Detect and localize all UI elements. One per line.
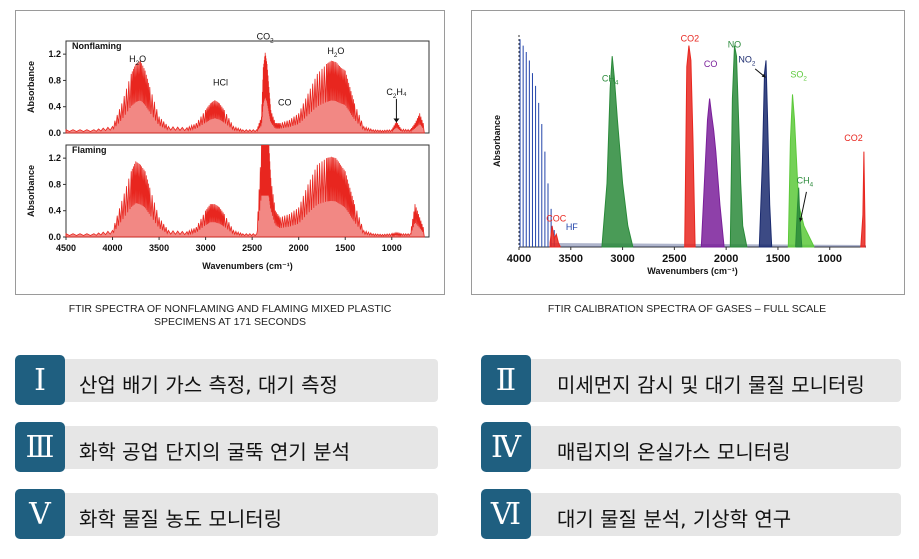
gas-spectrum-coc <box>549 225 561 248</box>
x-tick-label: 4000 <box>507 253 531 265</box>
application-label: 화학 공업 단지의 굴뚝 연기 분석 <box>79 440 350 464</box>
gas-label: NO <box>728 40 742 50</box>
peak-annotation: HCl <box>213 78 228 88</box>
application-label: 매립지의 온실가스 모니터링 <box>557 440 791 464</box>
gas-spectrum-no <box>729 45 748 248</box>
left-caption-line1: FTIR SPECTRA OF NONFLAMING AND FLAMING M… <box>68 303 392 315</box>
application-bar <box>501 426 901 469</box>
application-bar <box>501 493 901 536</box>
y-axis-label: Absorbance <box>26 165 36 217</box>
left-chart-caption: FTIR SPECTRA OF NONFLAMING AND FLAMING M… <box>40 303 420 329</box>
x-tick-label: 2500 <box>662 253 686 265</box>
gas-label: COC <box>546 214 567 224</box>
application-label: 산업 배기 가스 측정, 대기 측정 <box>79 373 338 397</box>
x-tick-label: 1000 <box>382 243 402 253</box>
peak-annotation: H2O <box>129 54 146 67</box>
roman-numeral-badge: Ⅱ <box>481 355 531 405</box>
panel-label: Flaming <box>72 145 107 155</box>
x-tick-label: 2000 <box>289 243 309 253</box>
gas-label: CH4 <box>602 74 619 87</box>
right-chart-panel: Absorbance 4000 3500 3000 2500 2000 1500 1000 Wa… <box>471 10 905 295</box>
right-caption-line: FTIR CALIBRATION SPECTRA OF GASES – FULL… <box>547 303 827 315</box>
gas-label: CO2 <box>844 133 863 143</box>
gas-label: HF <box>566 222 578 232</box>
gas-spectrum-co2 <box>860 151 866 248</box>
application-item-5: Ⅴ 화학 물질 농도 모니터링 <box>15 489 438 539</box>
x-tick-label: 3000 <box>610 253 634 265</box>
x-tick-label: 2000 <box>714 253 738 265</box>
peak-annotation: CO2 <box>257 32 275 45</box>
ch4-arrow-head <box>799 217 803 222</box>
y-tick-label: 1.2 <box>48 49 61 59</box>
peak-annotation: H2O <box>327 46 344 59</box>
gas-spectrum-co <box>700 98 725 248</box>
application-label: 대기 물질 분석, 기상학 연구 <box>557 507 792 531</box>
application-bar <box>35 493 438 536</box>
application-bar <box>35 359 438 402</box>
y-axis-label: Absorbance <box>492 115 502 167</box>
gas-spectrum-so2 <box>787 94 815 248</box>
application-item-2: Ⅱ 미세먼지 감시 및 대기 물질 모니터링 <box>481 355 901 405</box>
gas-label: CO <box>704 59 718 69</box>
x-tick-label: 1000 <box>818 253 842 265</box>
peak-annotation: CO <box>278 97 292 107</box>
peak-annotation: C2H₄ <box>386 87 407 100</box>
y-tick-label: 0.0 <box>48 232 61 242</box>
x-tick-label: 1500 <box>766 253 790 265</box>
x-tick-label: 3500 <box>149 243 169 253</box>
panel-label: Nonflaming <box>72 41 122 51</box>
left-caption-line2: SPECIMENS AT 171 SECONDS <box>154 316 306 328</box>
ch4-arrow-line <box>799 191 807 222</box>
y-tick-label: 0.4 <box>48 102 61 112</box>
right-chart-caption: FTIR CALIBRATION SPECTRA OF GASES – FULL… <box>471 303 903 316</box>
gas-label: CH4 <box>797 175 814 188</box>
gas-spectrum-ch4 <box>795 187 803 248</box>
y-tick-label: 0.0 <box>48 128 61 138</box>
roman-numeral-badge: Ⅲ <box>15 422 65 472</box>
spectrum-series-flaming <box>65 144 425 238</box>
roman-numeral-badge: Ⅰ <box>15 355 65 405</box>
x-axis-label: Wavenumbers (cm⁻¹) <box>647 266 737 276</box>
application-item-6: Ⅵ 대기 물질 분석, 기상학 연구 <box>481 489 901 539</box>
roman-numeral-badge: Ⅵ <box>481 489 531 539</box>
application-item-3: Ⅲ 화학 공업 단지의 굴뚝 연기 분석 <box>15 422 438 472</box>
spectrum-series-nonflaming <box>65 52 425 134</box>
roman-numeral-badge: Ⅳ <box>481 422 531 472</box>
gas-spectrum-ch4 <box>601 56 634 248</box>
x-tick-label: 4000 <box>103 243 123 253</box>
gas-label: CO2 <box>681 33 700 43</box>
application-bar <box>35 426 438 469</box>
no2-arrow-head <box>761 73 766 78</box>
y-axis-label: Absorbance <box>26 61 36 113</box>
gas-spectrum-co2 <box>684 45 696 248</box>
ftir-mixed-plastic-chart: 0.0 0.4 0.8 1.2 Absorbance Nonflaming 0.0 0.4 0.… <box>26 32 430 271</box>
gas-spectrum-no2 <box>758 60 773 248</box>
application-bar <box>501 359 901 402</box>
x-tick-label: 1500 <box>335 243 355 253</box>
gas-label: SO2 <box>790 69 807 82</box>
gas-label: NO2 <box>738 55 756 68</box>
x-tick-label: 3500 <box>559 253 583 265</box>
left-chart-panel: 0.0 0.4 0.8 1.2 Absorbance Nonflaming 0.0 0.4 0.… <box>15 10 445 295</box>
application-label: 화학 물질 농도 모니터링 <box>79 507 283 531</box>
annotation-arrow-head <box>393 118 400 123</box>
ftir-calibration-chart: Absorbance 4000 3500 3000 2500 2000 1500 1000 Wa… <box>492 33 866 276</box>
application-item-1: Ⅰ 산업 배기 가스 측정, 대기 측정 <box>15 355 438 405</box>
x-tick-label: 4500 <box>56 243 76 253</box>
application-item-4: Ⅳ 매립지의 온실가스 모니터링 <box>481 422 901 472</box>
application-label: 미세먼지 감시 및 대기 물질 모니터링 <box>557 373 865 397</box>
x-axis-label: Wavenumbers (cm⁻¹) <box>202 261 292 271</box>
y-tick-label: 0.8 <box>48 75 61 85</box>
x-tick-label: 3000 <box>196 243 216 253</box>
y-tick-label: 1.2 <box>48 153 61 163</box>
roman-numeral-badge: Ⅴ <box>15 489 65 539</box>
y-tick-label: 0.4 <box>48 206 61 216</box>
x-tick-label: 2500 <box>242 243 262 253</box>
y-tick-label: 0.8 <box>48 179 61 189</box>
